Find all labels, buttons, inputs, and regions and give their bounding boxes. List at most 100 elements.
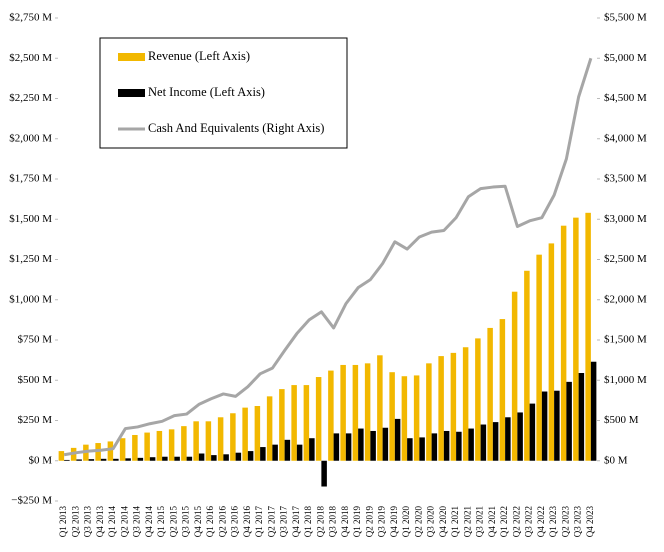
bar [100,458,107,461]
bar [328,370,334,461]
bar [254,406,261,461]
bar [156,430,163,461]
x-tick-label: Q1 2013 [58,506,68,538]
x-tick-label: Q2 2013 [70,506,80,538]
x-tick-label: Q4 2022 [536,506,546,537]
bar [242,407,248,461]
y-tick-label: $2,250 M [9,92,52,104]
y2-tick-label: $3,000 M [604,213,647,225]
legend-swatch [118,89,145,97]
bar [340,364,346,461]
x-tick-label: Q1 2018 [303,506,313,538]
x-tick-label: Q4 2017 [291,506,301,538]
y2-tick-label: $2,500 M [604,253,647,265]
x-tick-label: Q4 2013 [95,506,105,538]
bar [566,381,572,461]
x-tick-label: Q4 2020 [438,506,448,538]
bar [487,327,493,461]
y2-tick-label: $5,000 M [604,52,647,64]
bar [377,355,383,461]
bar [456,431,462,461]
x-tick-label: Q2 2017 [266,506,276,538]
y-tick-label: $750 M [17,334,52,346]
bar [450,352,457,461]
bar [431,433,438,461]
bar [186,456,193,461]
bar [413,375,420,461]
y2-tick-label: $4,500 M [604,92,647,104]
x-tick-label: Q4 2015 [193,506,203,538]
bar [554,390,560,461]
x-tick-label: Q3 2018 [328,506,338,538]
y2-tick-label: $1,000 M [604,374,647,386]
x-tick-label: Q3 2021 [475,506,485,537]
x-tick-label: Q4 2016 [242,506,252,538]
bar [364,363,371,461]
x-tick-label: Q2 2022 [511,506,521,537]
bar [174,456,180,461]
bar [181,426,187,461]
x-tick-label: Q3 2014 [132,506,142,538]
x-tick-label: Q1 2017 [254,506,264,538]
y-tick-label: $500 M [17,374,52,386]
x-tick-label: Q4 2023 [585,506,595,538]
y2-tick-label: $1,500 M [604,334,647,346]
bar [590,361,597,461]
bar [119,438,126,461]
bar [517,412,523,461]
bar [235,452,242,461]
y-tick-label: $1,500 M [9,213,52,225]
bar [247,451,254,461]
legend-label: Net Income (Left Axis) [148,85,265,99]
x-tick-label: Q4 2014 [144,506,154,538]
legend: Revenue (Left Axis) Net Income (Left Axis… [99,37,348,149]
bar [217,417,224,461]
bar [144,432,150,461]
x-tick-label: Q2 2018 [315,506,325,538]
bar [149,457,156,461]
bar [303,385,310,461]
bar [272,444,278,461]
bar [585,212,591,461]
y-tick-label: $2,750 M [9,12,52,24]
bar [260,447,266,461]
x-tick-label: Q2 2023 [560,506,570,538]
bar [223,454,229,461]
x-tick-label: Q3 2017 [279,506,289,538]
x-tick-label: Q2 2016 [217,506,227,538]
bar [315,377,322,461]
line [63,57,593,457]
bar [168,429,175,461]
x-tick-label: Q2 2014 [119,506,129,538]
x-tick-label: Q3 2019 [377,506,387,538]
bar [76,459,82,461]
bar [480,424,487,461]
bar [279,389,285,461]
bar [394,418,401,461]
bar [548,243,555,461]
bar [462,347,469,461]
x-tick-label: Q4 2018 [340,506,350,538]
x-tick-label: Q2 2019 [364,506,374,538]
bar [573,217,579,461]
bar [578,373,585,461]
bar [88,459,95,461]
x-tick-label: Q1 2019 [352,506,362,538]
x-tick-label: Q1 2021 [450,506,460,537]
y2-tick-label: $500 M [604,414,639,426]
x-tick-label: Q3 2020 [426,506,436,538]
bar [560,225,567,461]
bar [499,319,506,461]
bar [505,417,511,461]
bar [382,427,389,461]
bar [64,459,70,461]
y-tick-label: $0 M [28,454,52,466]
bar [419,437,425,461]
bar [407,438,413,461]
y2-tick-label: $2,000 M [604,293,647,305]
bar [125,458,131,461]
y-tick-label: −$250 M [11,495,52,507]
bar [536,254,542,461]
bar [389,372,395,461]
